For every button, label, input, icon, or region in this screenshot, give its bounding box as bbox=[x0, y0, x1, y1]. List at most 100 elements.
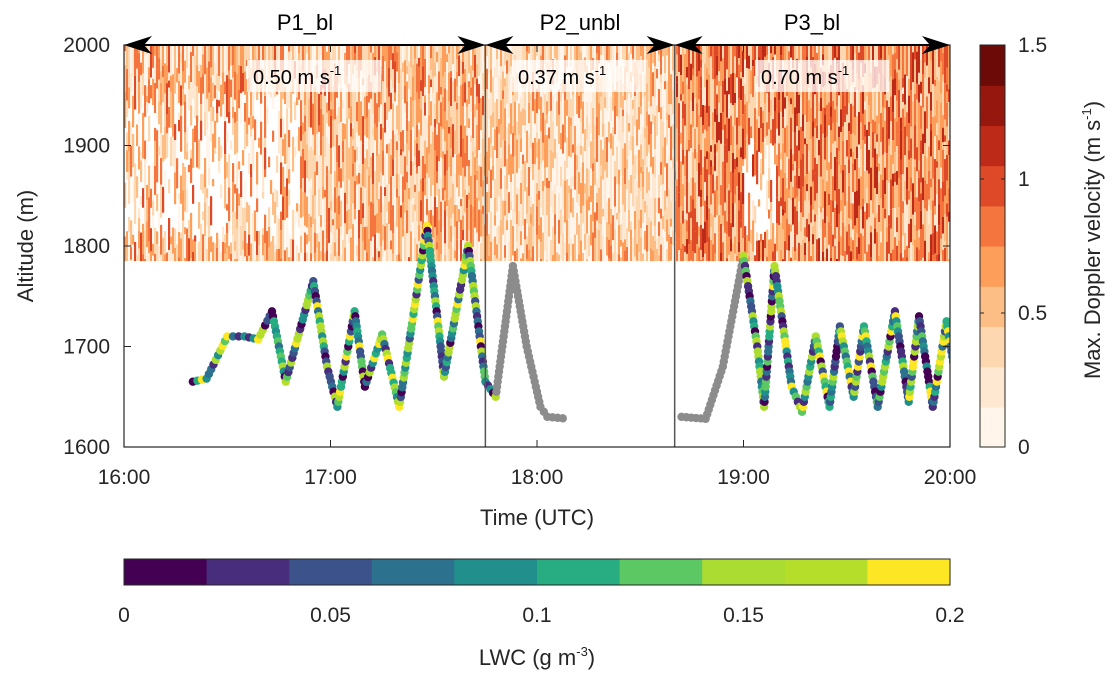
radar-cell bbox=[458, 249, 461, 262]
radar-cell bbox=[472, 77, 475, 112]
radar-cell bbox=[896, 45, 899, 60]
radar-cell bbox=[536, 113, 539, 133]
radar-cell bbox=[842, 170, 845, 193]
radar-cell bbox=[398, 196, 401, 207]
radar-cell bbox=[720, 112, 723, 144]
radar-cell bbox=[800, 212, 803, 232]
radar-cell bbox=[724, 94, 727, 119]
radar-cell bbox=[138, 218, 141, 231]
radar-cell bbox=[242, 249, 245, 262]
radar-cell bbox=[268, 247, 271, 262]
radar-cell bbox=[510, 201, 513, 211]
radar-cell bbox=[608, 142, 611, 171]
radar-cell bbox=[594, 125, 597, 149]
radar-cell bbox=[364, 135, 367, 159]
radar-cell bbox=[948, 211, 950, 222]
radar-cell bbox=[816, 107, 819, 126]
radar-cell bbox=[458, 95, 461, 125]
radar-cell bbox=[670, 260, 673, 262]
radar-cell bbox=[468, 159, 471, 167]
radar-cell bbox=[662, 146, 665, 170]
radar-cell bbox=[500, 147, 503, 159]
radar-cell bbox=[706, 219, 709, 243]
radar-cell bbox=[900, 129, 903, 160]
radar-cell bbox=[828, 222, 831, 245]
track-point bbox=[952, 377, 960, 385]
radar-cell bbox=[668, 204, 671, 235]
radar-cell bbox=[834, 207, 837, 239]
radar-cell bbox=[498, 243, 501, 258]
radar-cell bbox=[874, 148, 877, 160]
radar-cell bbox=[450, 126, 453, 149]
radar-cell bbox=[566, 252, 569, 262]
radar-cell bbox=[340, 121, 343, 149]
radar-cell bbox=[450, 176, 453, 198]
radar-cell bbox=[834, 141, 837, 149]
radar-cell bbox=[180, 63, 183, 79]
radar-cell bbox=[522, 215, 525, 226]
radar-cell bbox=[482, 89, 485, 96]
radar-cell bbox=[378, 233, 381, 252]
radar-cell bbox=[722, 129, 725, 162]
radar-cell bbox=[676, 54, 679, 77]
radar-cell bbox=[364, 209, 367, 227]
radar-cell bbox=[830, 200, 833, 225]
radar-cell bbox=[506, 73, 509, 104]
radar-cell bbox=[632, 99, 635, 109]
radar-cell bbox=[886, 153, 889, 181]
track-point bbox=[1027, 404, 1035, 412]
radar-cell bbox=[722, 66, 725, 81]
radar-cell bbox=[816, 138, 819, 165]
radar-cell bbox=[576, 114, 579, 146]
radar-cell bbox=[200, 45, 203, 65]
radar-cell bbox=[712, 139, 715, 166]
radar-cell bbox=[898, 117, 901, 135]
radar-cell bbox=[370, 123, 373, 157]
radar-cell bbox=[644, 95, 647, 129]
radar-cell bbox=[466, 135, 469, 167]
radar-cell bbox=[382, 55, 385, 70]
radar-cell bbox=[516, 187, 519, 195]
radar-cell bbox=[682, 243, 685, 262]
radar-cell bbox=[916, 122, 919, 148]
radar-cell bbox=[694, 128, 697, 149]
radar-cell bbox=[520, 97, 523, 112]
radar-cell bbox=[694, 52, 697, 73]
radar-cell bbox=[272, 130, 275, 142]
radar-cell bbox=[870, 102, 873, 125]
radar-cell bbox=[462, 215, 465, 230]
radar-cell bbox=[912, 214, 915, 246]
radar-cell bbox=[778, 112, 781, 136]
radar-cell bbox=[446, 45, 449, 55]
radar-cell bbox=[224, 81, 227, 95]
radar-cell bbox=[718, 102, 721, 122]
radar-cell bbox=[880, 220, 883, 232]
radar-cell bbox=[790, 149, 793, 182]
radar-cell bbox=[858, 178, 861, 206]
radar-cell bbox=[726, 162, 729, 189]
radar-cell bbox=[802, 239, 805, 262]
radar-cell bbox=[558, 160, 561, 193]
radar-cell bbox=[504, 108, 507, 141]
radar-cell bbox=[180, 78, 183, 86]
radar-cell bbox=[362, 164, 365, 187]
radar-cell bbox=[286, 137, 289, 164]
radar-cell bbox=[450, 218, 453, 226]
radar-cell bbox=[806, 143, 809, 174]
radar-cell bbox=[330, 45, 333, 59]
radar-cell bbox=[496, 211, 499, 228]
radar-cell bbox=[428, 153, 431, 178]
radar-cell bbox=[308, 241, 311, 262]
radar-cell bbox=[688, 212, 691, 245]
radar-cell bbox=[292, 209, 295, 240]
radar-cell bbox=[562, 92, 565, 125]
radar-cell bbox=[374, 123, 377, 141]
radar-cell bbox=[702, 96, 705, 105]
radar-cell bbox=[470, 45, 473, 66]
radar-cell bbox=[492, 239, 495, 262]
radar-cell bbox=[714, 179, 717, 191]
radar-cell bbox=[704, 156, 707, 183]
radar-cell bbox=[330, 232, 333, 245]
radar-cell bbox=[234, 112, 237, 123]
radar-cell bbox=[570, 177, 573, 189]
